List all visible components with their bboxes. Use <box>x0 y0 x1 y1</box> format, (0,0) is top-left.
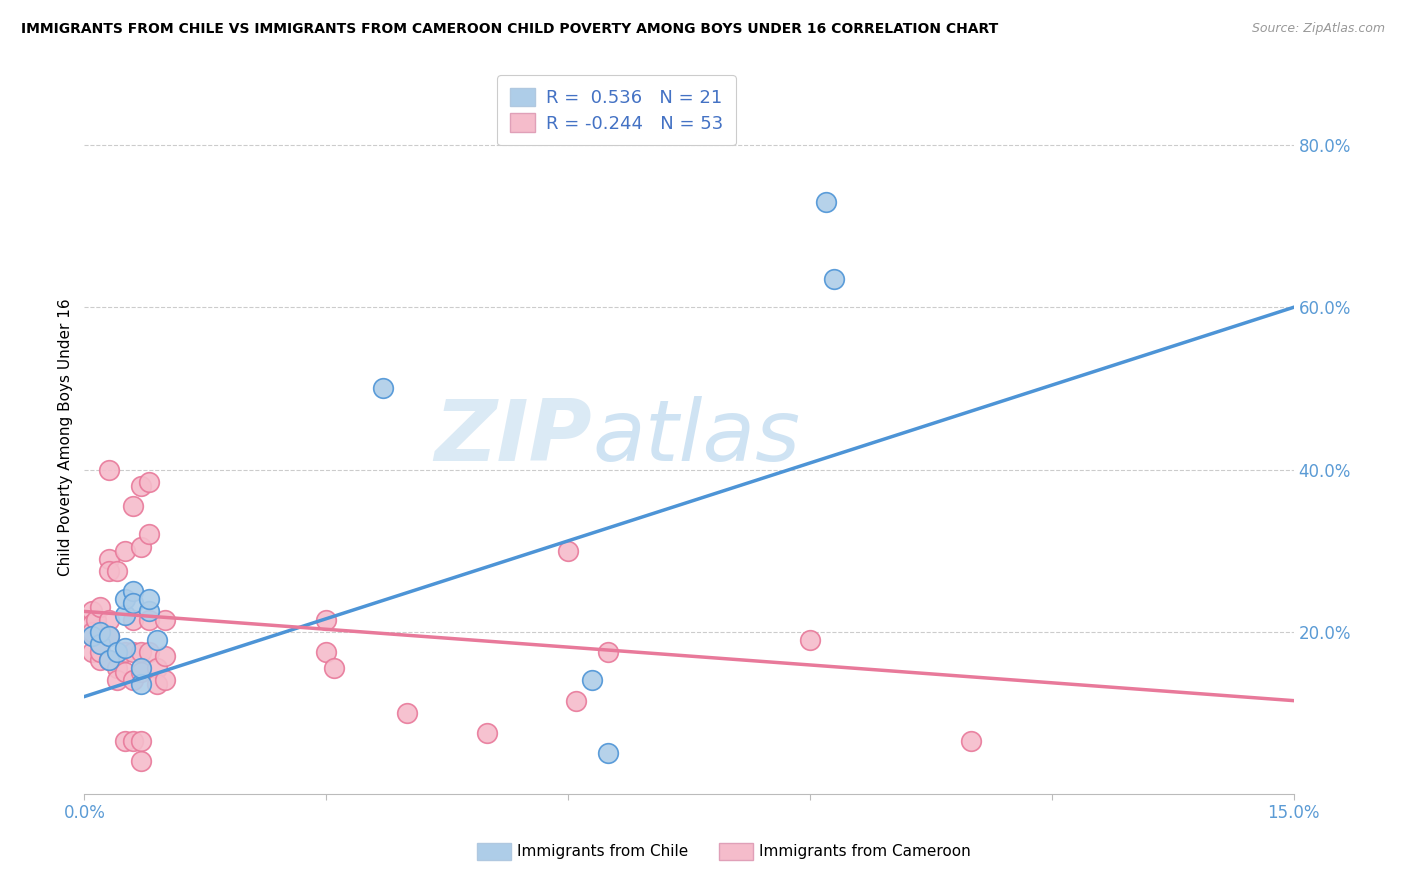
Point <box>598 645 620 659</box>
Point <box>89 653 111 667</box>
Point <box>121 596 143 610</box>
Point <box>97 653 120 667</box>
Point <box>129 755 152 769</box>
Point <box>138 475 160 489</box>
Point <box>86 613 108 627</box>
Text: Source: ZipAtlas.com: Source: ZipAtlas.com <box>1251 22 1385 36</box>
Point <box>814 194 837 209</box>
Point <box>82 604 104 618</box>
Legend: R =  0.536   N = 21, R = -0.244   N = 53: R = 0.536 N = 21, R = -0.244 N = 53 <box>498 75 735 145</box>
Y-axis label: Child Poverty Among Boys Under 16: Child Poverty Among Boys Under 16 <box>58 298 73 576</box>
Point <box>121 584 143 599</box>
Point <box>146 661 169 675</box>
FancyBboxPatch shape <box>720 843 754 860</box>
Point <box>82 629 104 643</box>
Point <box>89 600 111 615</box>
Text: IMMIGRANTS FROM CHILE VS IMMIGRANTS FROM CAMEROON CHILD POVERTY AMONG BOYS UNDER: IMMIGRANTS FROM CHILE VS IMMIGRANTS FROM… <box>21 22 998 37</box>
Point <box>105 645 128 659</box>
Point <box>105 661 128 675</box>
Point <box>97 564 120 578</box>
Point <box>89 624 111 639</box>
Point <box>97 629 120 643</box>
Text: Immigrants from Cameroon: Immigrants from Cameroon <box>759 844 970 859</box>
Point <box>557 543 579 558</box>
Point <box>121 645 143 659</box>
Point <box>114 734 136 748</box>
Point <box>153 613 176 627</box>
Point <box>82 629 104 643</box>
Point <box>82 645 104 659</box>
Point <box>960 734 983 748</box>
Point <box>121 499 143 513</box>
Point <box>82 616 104 631</box>
Point <box>114 592 136 607</box>
Point <box>153 673 176 688</box>
Point <box>153 648 176 663</box>
Point <box>89 645 111 659</box>
Point <box>114 665 136 680</box>
Point <box>823 272 845 286</box>
Point <box>598 747 620 761</box>
Point <box>129 734 152 748</box>
Point <box>97 653 120 667</box>
Point <box>114 645 136 659</box>
FancyBboxPatch shape <box>478 843 512 860</box>
Point <box>146 632 169 647</box>
Point <box>89 637 111 651</box>
Point <box>129 665 152 680</box>
Point <box>565 693 588 707</box>
Point <box>105 673 128 688</box>
Point <box>129 479 152 493</box>
Point <box>105 564 128 578</box>
Text: Immigrants from Chile: Immigrants from Chile <box>517 844 689 859</box>
Point <box>129 540 152 554</box>
Point <box>97 629 120 643</box>
Point <box>581 673 603 688</box>
Text: ZIP: ZIP <box>434 395 592 479</box>
Point <box>138 604 160 618</box>
Point <box>114 608 136 623</box>
Point <box>97 613 120 627</box>
Point <box>477 726 499 740</box>
Point <box>371 381 394 395</box>
Point <box>97 462 120 476</box>
Point <box>138 645 160 659</box>
Point <box>138 613 160 627</box>
Point <box>114 640 136 655</box>
Point <box>315 645 337 659</box>
Point <box>146 677 169 691</box>
Point <box>129 645 152 659</box>
Point <box>799 632 821 647</box>
Point <box>315 613 337 627</box>
Point <box>97 551 120 566</box>
Text: atlas: atlas <box>592 395 800 479</box>
Point <box>121 734 143 748</box>
Point <box>138 592 160 607</box>
Point <box>121 613 143 627</box>
Point <box>129 661 152 675</box>
Point <box>129 677 152 691</box>
Point <box>121 673 143 688</box>
Point <box>395 706 418 720</box>
Point <box>114 543 136 558</box>
Point <box>138 527 160 541</box>
Point <box>89 637 111 651</box>
Point <box>82 624 104 639</box>
Point <box>323 661 346 675</box>
